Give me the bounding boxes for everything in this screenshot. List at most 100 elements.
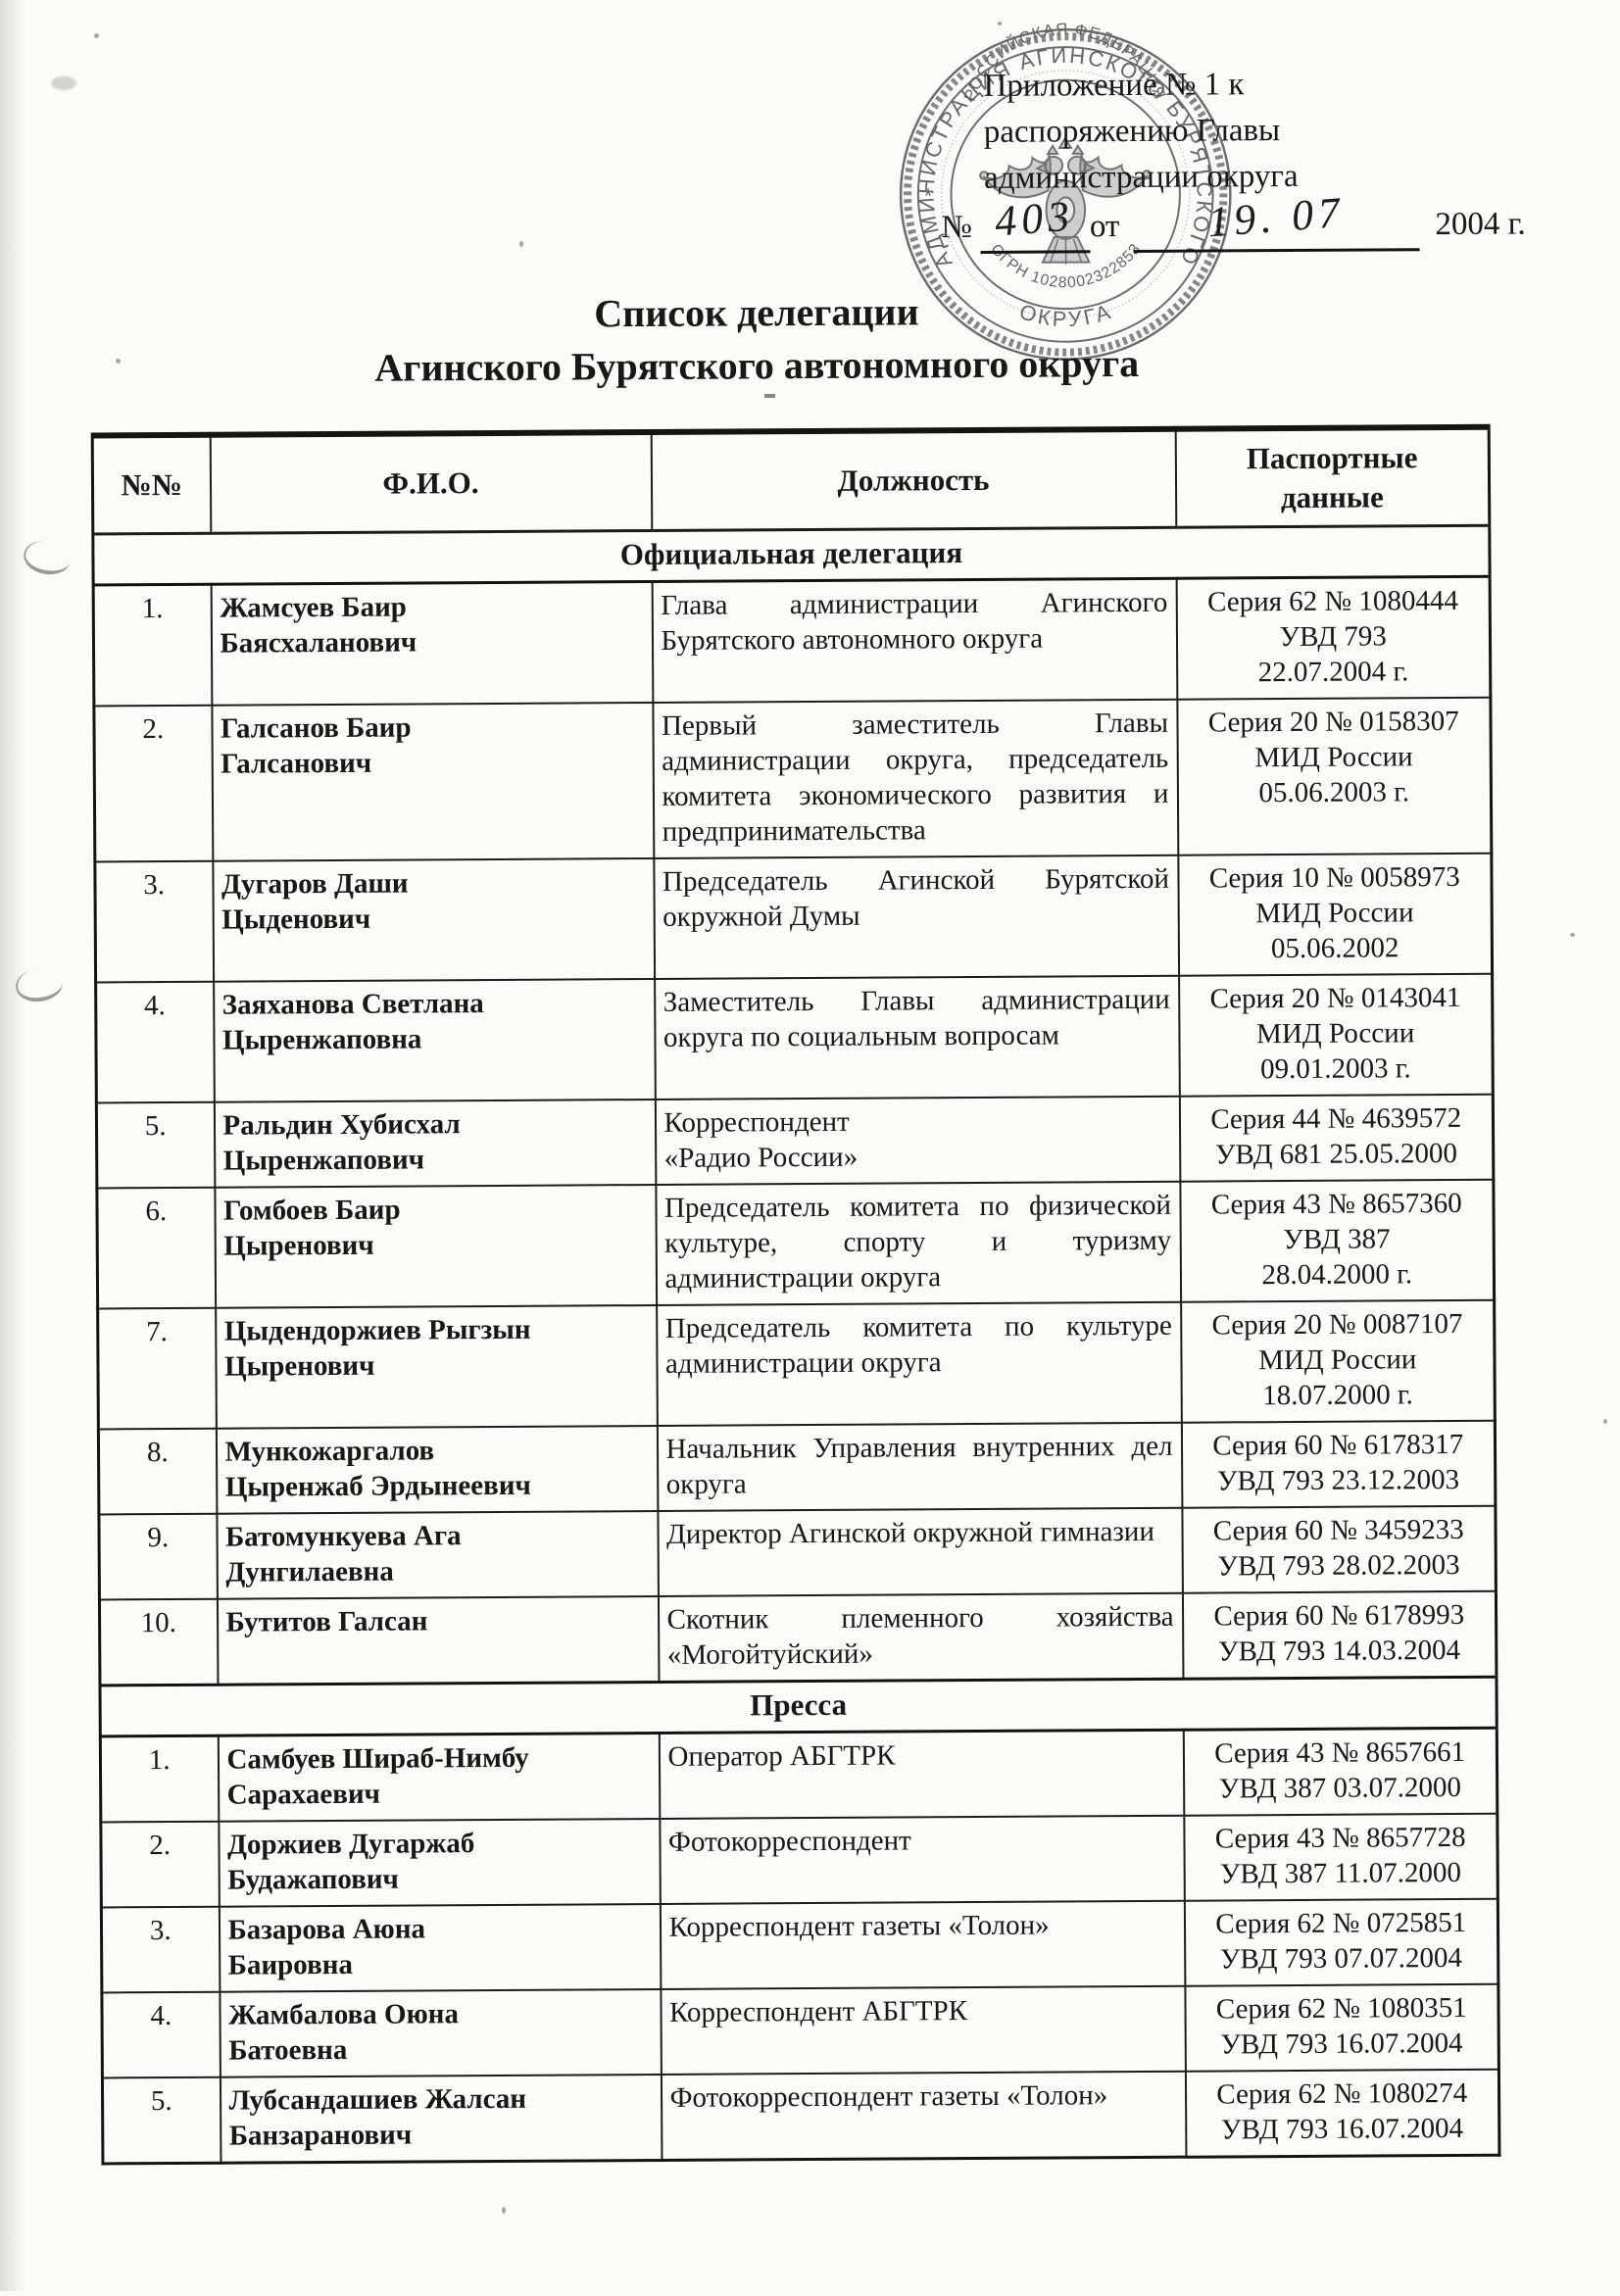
scanner-edge-shadow — [0, 0, 25, 2291]
position-cell: Директор Агинской окружной гимназии — [657, 1507, 1183, 1596]
scan-artifact — [998, 22, 1002, 25]
stamp-separator-star: * — [924, 183, 933, 208]
stamp-middle-ring — [916, 46, 1214, 343]
appendix-block: Приложение № 1 к распоряжению Главы адми… — [941, 61, 1526, 254]
position-cell: Председатель комитета по физической куль… — [655, 1181, 1181, 1305]
passport-cell: Серия 20 № 0143041 МИД России 09.01.2003… — [1178, 973, 1494, 1097]
scan-artifact — [502, 2207, 506, 2214]
order-date-blank: 19. 07 — [1133, 188, 1420, 253]
passport-cell: Серия 60 № 6178993 УВД 793 14.03.2004 — [1182, 1590, 1497, 1680]
row-number-cell: 2. — [100, 1821, 220, 1908]
fio-cell: Бутитов Галсан — [217, 1595, 659, 1685]
position-cell: Начальник Управления внутренних дел окру… — [657, 1422, 1182, 1511]
table-row: 1. Самбуев Шираб-Нимбу Сарахаевич Оператор… — [100, 1728, 1497, 1823]
stamp-ornament-ring — [904, 32, 1228, 357]
fio-cell: Лубсандашиев Жалсан Банзаранович — [220, 2074, 662, 2164]
section-title: Пресса — [99, 1677, 1497, 1736]
position-cell: Первый заместитель Главы администрации о… — [652, 699, 1178, 858]
passport-cell: Серия 43 № 8657360 УВД 387 28.04.2000 г. — [1179, 1179, 1495, 1302]
section-title: Официальная делегация — [92, 525, 1491, 585]
row-number-cell: 6. — [96, 1187, 216, 1309]
row-number-cell: 5. — [96, 1101, 215, 1189]
fio-cell: Жамбалова Оюна Батоевна — [219, 1988, 662, 2077]
passport-cell: Серия 20 № 0158307 МИД России 05.06.2003… — [1176, 697, 1492, 855]
fio-cell: Доржиев Дугаржаб Будажапович — [218, 1818, 661, 1907]
table-row: 3. Дугаров Даши Цыденович Председатель Аги… — [94, 853, 1493, 983]
scan-artifact — [94, 33, 99, 38]
double-headed-eagle-icon — [979, 136, 1153, 265]
scan-artifact — [116, 359, 121, 364]
fio-cell: Галсанов Баир Галсанович — [211, 702, 654, 861]
position-cell: Заместитель Главы администрации округа п… — [654, 975, 1180, 1099]
table-row: 3. Базарова Аюна Баировна Корреспондент га… — [101, 1898, 1498, 1993]
fio-cell: Батомункуева Ага Дунгилаевна — [216, 1510, 659, 1599]
row-number-cell: 10. — [99, 1598, 218, 1685]
row-number-cell: 9. — [98, 1513, 218, 1600]
stamp-microtext-ring — [940, 70, 1191, 319]
position-cell: Скотник племенного хозяйства «Могойтуйск… — [658, 1592, 1183, 1683]
passport-cell: Серия 43 № 8657661 УВД 387 03.07.2000 — [1183, 1728, 1497, 1816]
position-cell: Председатель комитета по культуре админи… — [656, 1301, 1182, 1426]
fio-cell: Базарова Аюна Баировна — [219, 1903, 661, 1992]
order-from-label: от — [1089, 209, 1120, 245]
passport-cell: Серия 10 № 0058973 МИД России 05.06.2002 — [1177, 853, 1493, 976]
row-number-cell: 8. — [98, 1428, 217, 1515]
passport-cell: Серия 62 № 1080444 УВД 793 22.07.2004 г. — [1176, 576, 1491, 700]
table-row: 9. Батомункуева Ага Дунгилаевна Директор А… — [98, 1505, 1497, 1600]
handwritten-order-date: 19. 07 — [1205, 187, 1347, 247]
position-cell: Председатель Агинской Бурятской окружной… — [653, 855, 1179, 979]
row-number-cell: 4. — [101, 1991, 221, 2078]
handwritten-order-number: 403 — [993, 191, 1076, 246]
fio-cell: Цыдендоржиев Рыгзын Цыренович — [215, 1304, 658, 1429]
fio-cell: Жамсуев Баир Баясхаланович — [211, 581, 653, 706]
order-year-label: 2004 г. — [1435, 206, 1526, 243]
passport-cell: Серия 44 № 4639572 УВД 681 25.05.2000 — [1179, 1094, 1494, 1182]
passport-cell: Серия 20 № 0087107 МИД России 18.07.2000… — [1180, 1299, 1496, 1423]
document-title: Список делегации Агинского Бурятского ав… — [41, 282, 1473, 397]
table-row: 2. Галсанов Баир Галсанович Первый замести… — [93, 697, 1492, 862]
position-cell: Корреспондент газеты «Толон» — [660, 1900, 1185, 1989]
passport-cell: Серия 60 № 3459233 УВД 793 28.02.2003 — [1181, 1505, 1497, 1593]
table-row: 2. Доржиев Дугаржаб Будажапович Фотокоррес… — [100, 1813, 1498, 1908]
passport-cell: Серия 43 № 8657728 УВД 387 11.07.2000 — [1183, 1813, 1498, 1901]
stamp-outer-ring — [899, 28, 1232, 361]
row-number-cell: 1. — [100, 1735, 219, 1823]
col-header-number: №№ — [92, 434, 211, 534]
table-row: 7. Цыдендоржиев Рыгзын Цыренович Председат… — [97, 1299, 1496, 1430]
title-line-1: Список делегации — [594, 289, 919, 336]
fio-cell: Самбуев Шираб-Нимбу Сарахаевич — [218, 1733, 660, 1822]
appendix-line: распоряжению Главы — [983, 113, 1281, 150]
table-row: 1. Жамсуев Баир Баясхаланович Глава админи… — [93, 576, 1491, 707]
row-number-cell: 4. — [95, 981, 215, 1103]
passport-cell: Серия 62 № 1080351 УВД 793 16.07.2004 — [1184, 1983, 1499, 2072]
fio-cell: Дугаров Даши Цыденович — [212, 857, 655, 982]
table-header-row: №№ Ф.И.О. Должность Паспортные данные — [92, 426, 1490, 534]
position-cell: Оператор АБГТРК — [659, 1730, 1184, 1819]
fio-cell: Гомбоев Баир Цыренович — [214, 1184, 657, 1308]
scan-artifact — [1603, 1419, 1607, 1424]
position-cell: Глава администрации Агинского Бурятского… — [652, 578, 1177, 703]
section-header-row: Официальная делегация — [92, 525, 1491, 585]
table-row: 5. Лубсандашиев Жалсан Банзаранович Фотоко… — [102, 2069, 1499, 2164]
row-number-cell: 7. — [97, 1307, 217, 1430]
position-cell: Фотокорреспондент — [659, 1815, 1185, 1904]
fio-cell: Мункожаргалов Цыренжаб Эрдынеевич — [216, 1425, 658, 1514]
delegation-table: №№ Ф.И.О. Должность Паспортные данные Оф… — [90, 423, 1501, 2166]
table-row: 10. Бутитов Галсан Скотник племенного хозя… — [99, 1590, 1497, 1685]
official-round-stamp: АДМИНИСТРАЦИЯ АГИНСКОГО БУРЯТСКОГО ОКРУГ… — [899, 19, 1232, 361]
row-number-cell: 3. — [101, 1906, 220, 1993]
col-header-position: Должность — [651, 428, 1176, 531]
row-number-cell: 1. — [93, 584, 212, 707]
col-header-passport: Паспортные данные — [1175, 426, 1490, 528]
table-row: 6. Гомбоев Баир Цыренович Председатель ком… — [96, 1179, 1495, 1309]
scan-artifact — [764, 394, 775, 398]
table-row: 4. Жамбалова Оюна Батоевна Корреспондент А… — [101, 1983, 1499, 2078]
fio-cell: Ральдин Хубисхал Цыренжапович — [214, 1099, 656, 1188]
passport-cell: Серия 62 № 0725851 УВД 793 07.07.2004 — [1184, 1898, 1498, 1986]
order-number-line: № 403 от 19. 07 2004 г. — [941, 188, 1526, 255]
stamp-inner-ring — [950, 78, 1181, 311]
position-cell: Фотокорреспондент газеты «Толон» — [661, 2071, 1186, 2161]
table-row: 8. Мункожаргалов Цыренжаб Эрдынеевич Начал… — [98, 1420, 1496, 1515]
